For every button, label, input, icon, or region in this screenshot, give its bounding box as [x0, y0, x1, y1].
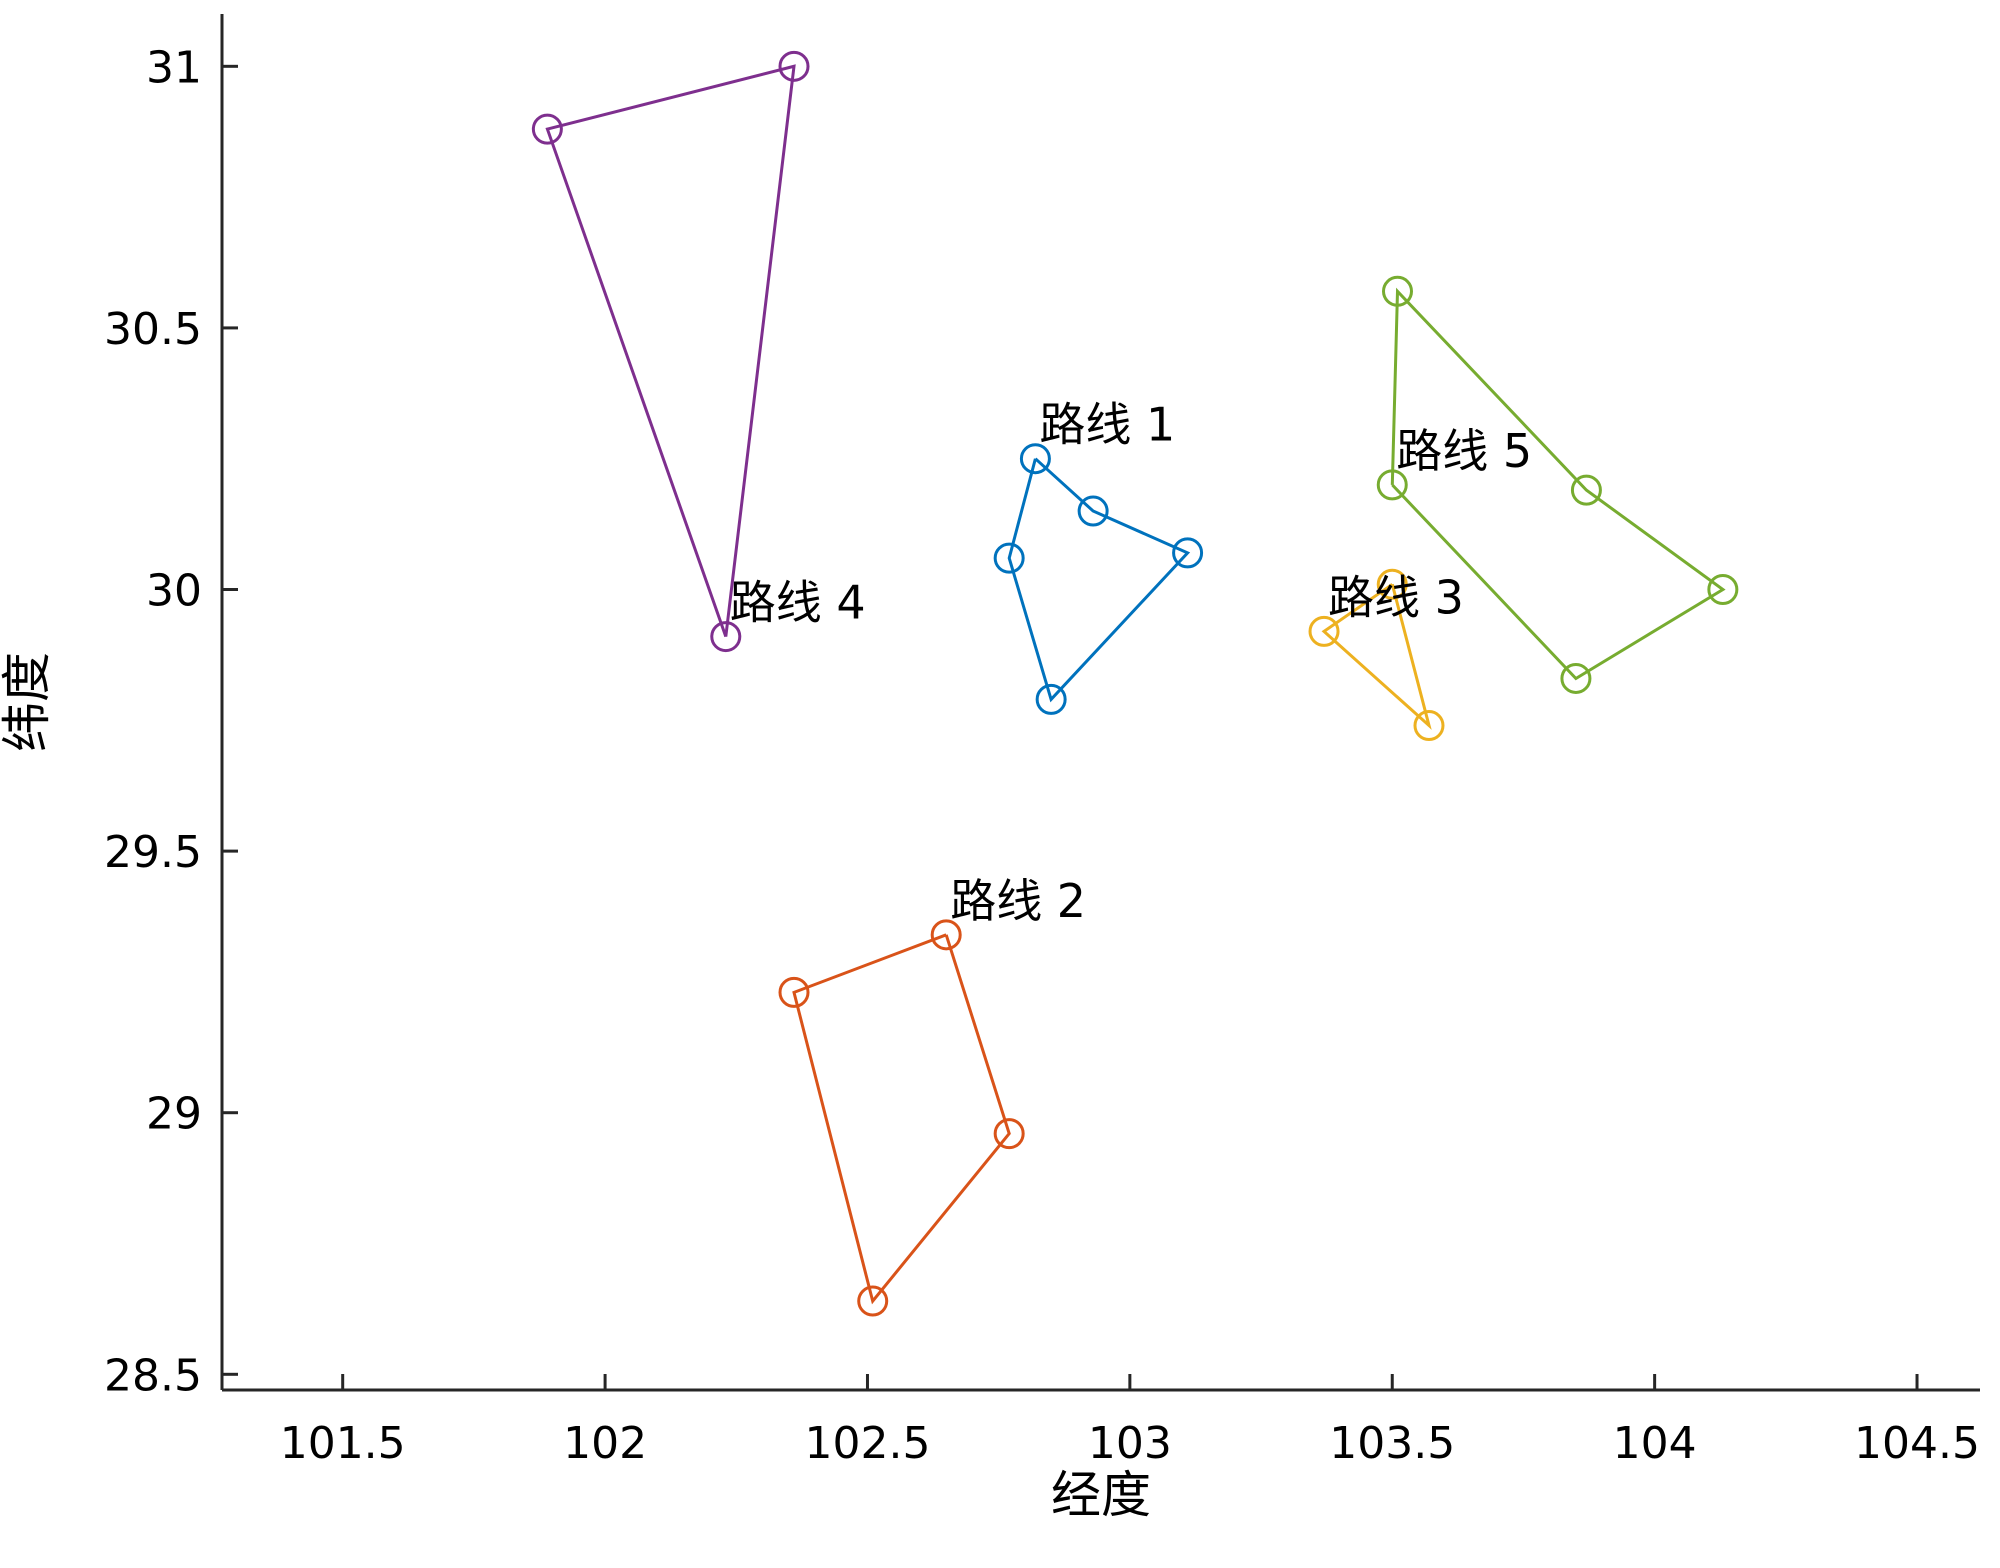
route-label: 路线 4 [730, 576, 866, 630]
route-label: 路线 2 [950, 874, 1086, 928]
y-tick-label: 28.5 [104, 1350, 202, 1401]
route-label: 路线 5 [1396, 424, 1532, 478]
y-tick-label: 30 [146, 566, 202, 617]
route-point [1308, 615, 1340, 647]
x-tick-label: 103 [1088, 1418, 1172, 1469]
route-point [1707, 574, 1739, 606]
x-tick-label: 101.5 [280, 1418, 406, 1469]
route-point [930, 919, 962, 951]
route-label: 路线 3 [1328, 570, 1464, 624]
route-point [1381, 275, 1413, 307]
x-tick-label: 102 [563, 1418, 647, 1469]
route-point [857, 1285, 889, 1317]
route-point [1172, 537, 1204, 569]
route-point [1376, 568, 1408, 600]
y-ticks: 28.5 29 29.5 30 30.5 31 [104, 42, 238, 1401]
route-line [1321, 583, 1432, 730]
y-axis-title: 纬度 [0, 652, 56, 752]
route-point [1413, 710, 1445, 742]
y-tick-label: 30.5 [104, 304, 202, 355]
y-tick-label: 31 [146, 42, 202, 93]
y-tick-label: 29 [146, 1089, 202, 1140]
x-tick-label: 102.5 [804, 1418, 930, 1469]
route-label: 路线 1 [1039, 398, 1175, 452]
x-tick-label: 104 [1613, 1418, 1697, 1469]
route-point [1376, 469, 1408, 501]
route-series [531, 50, 1739, 1317]
route-point [1560, 662, 1592, 694]
x-tick-label: 103.5 [1329, 1418, 1455, 1469]
route-line [1007, 457, 1191, 703]
route-point [1019, 443, 1051, 475]
route-2 [778, 919, 1025, 1317]
route-point [1077, 495, 1109, 527]
route-point [778, 976, 810, 1008]
route-point [993, 1118, 1025, 1150]
x-axis-title: 经度 [1051, 1466, 1151, 1524]
route-point [778, 50, 810, 82]
route-labels: 路线 1 路线 2 路线 3 路线 4 路线 5 [730, 398, 1532, 928]
route-line [1390, 287, 1726, 681]
route-3 [1308, 568, 1445, 742]
axes: 101.5 102 102.5 103 103.5 104 104.5 28.5 29 29.5… [104, 14, 1980, 1469]
y-tick-label: 29.5 [104, 827, 202, 878]
route-point [1570, 474, 1602, 506]
route-line [545, 64, 796, 638]
route-point [531, 113, 563, 145]
route-point [1035, 683, 1067, 715]
route-point [710, 621, 742, 653]
x-ticks: 101.5 102 102.5 103 103.5 104 104.5 [280, 1374, 1980, 1469]
route-5 [1376, 275, 1739, 694]
route-line [792, 933, 1011, 1305]
route-point [993, 542, 1025, 574]
route-4 [531, 50, 810, 653]
x-tick-label: 104.5 [1854, 1418, 1980, 1469]
route-1 [993, 443, 1204, 715]
